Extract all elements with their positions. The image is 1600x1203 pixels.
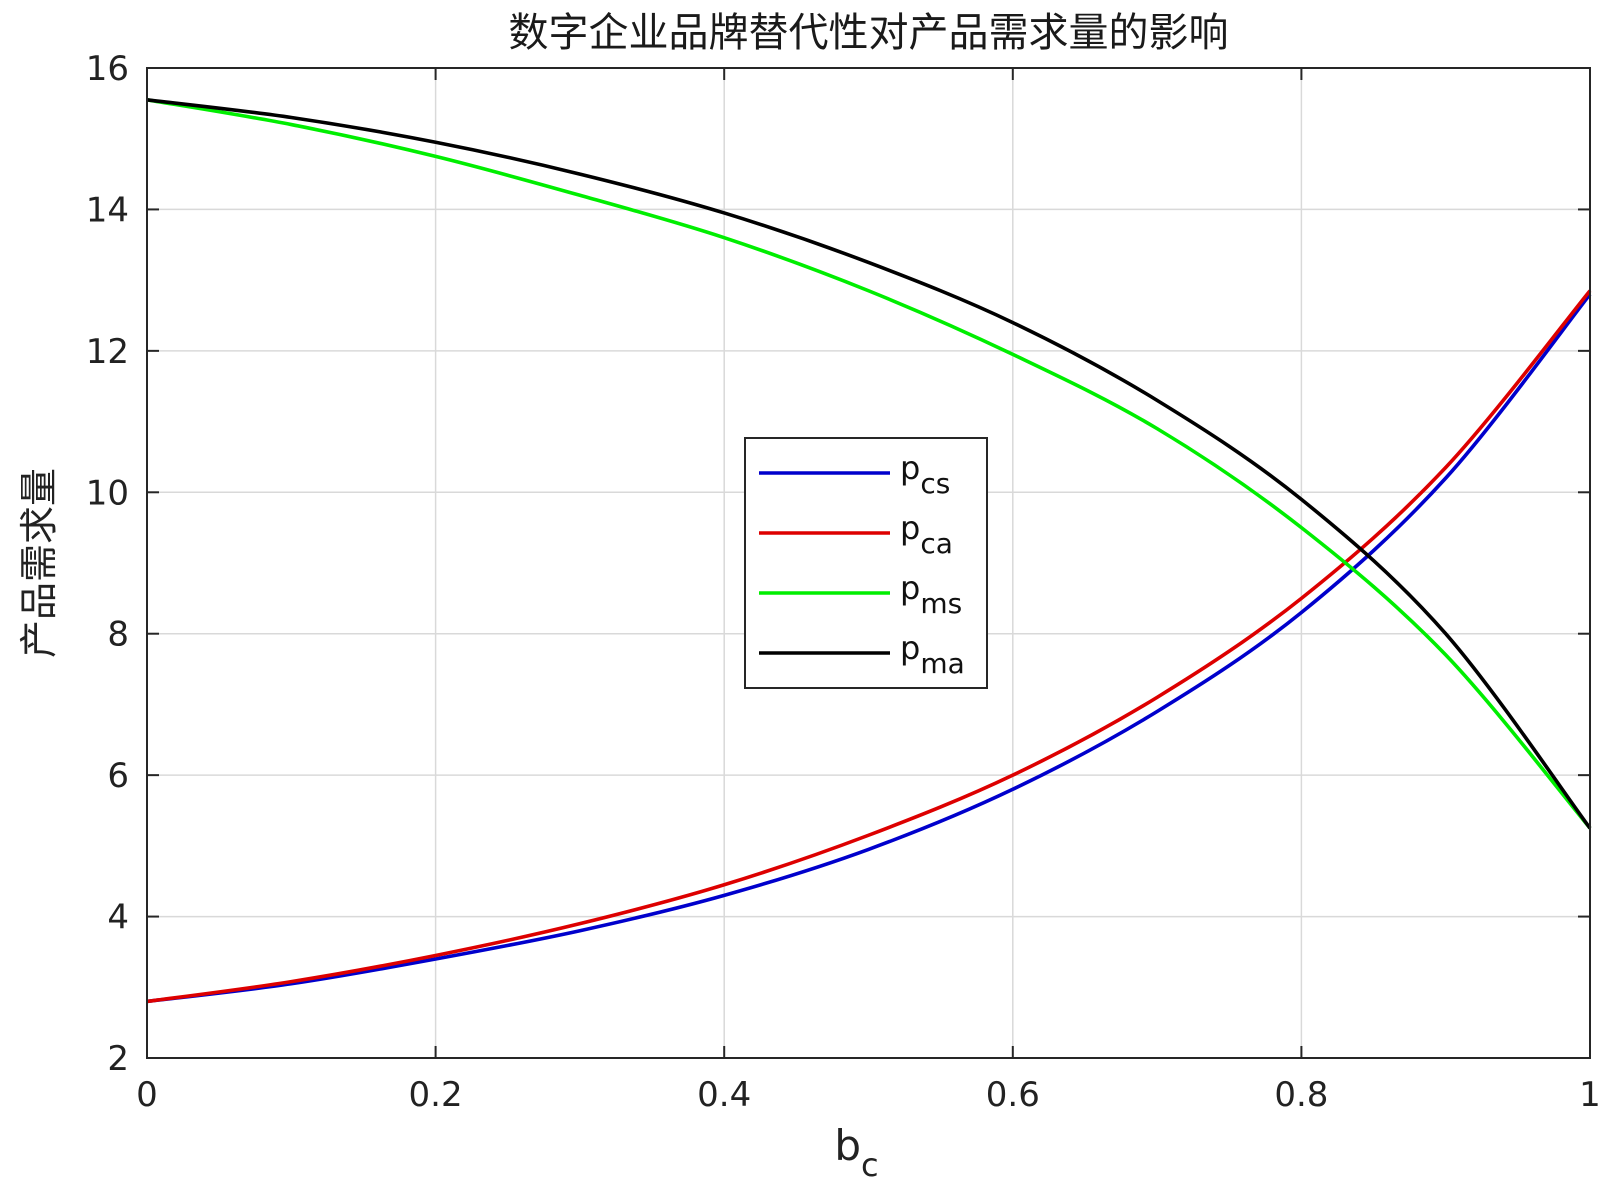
legend-label-main: p <box>900 509 920 547</box>
y-tick-label: 10 <box>86 473 129 513</box>
axes-box <box>146 67 1591 1059</box>
legend-label: pms <box>900 569 962 620</box>
legend-label-subscript: cs <box>920 467 950 500</box>
series-lines <box>146 98 1592 1004</box>
legend-label: pca <box>900 509 953 560</box>
x-axis-label-subscript: c <box>861 1146 879 1184</box>
y-tick-label: 2 <box>107 1039 129 1079</box>
y-tick-label: 14 <box>86 190 129 230</box>
y-tick-label: 8 <box>107 615 129 655</box>
legend-label-subscript: ms <box>920 587 962 620</box>
legend-label-main: p <box>900 449 920 487</box>
series-line-p-ca <box>146 289 1592 1004</box>
grid <box>147 68 1590 1058</box>
legend-label: pma <box>900 629 965 680</box>
x-tick-label: 0.2 <box>409 1075 463 1115</box>
y-axis-label: 产品需求量 <box>17 468 61 658</box>
chart-title: 数字企业品牌替代性对产品需求量的影响 <box>509 10 1229 56</box>
y-tick-label: 4 <box>107 898 129 938</box>
x-tick-label: 0 <box>136 1075 158 1115</box>
x-tick-label: 0.6 <box>986 1075 1040 1115</box>
legend-label-subscript: ma <box>920 647 964 680</box>
x-tick-label: 0.8 <box>1274 1075 1328 1115</box>
x-tick-label: 1 <box>1579 1075 1600 1115</box>
y-tick-label: 16 <box>86 49 129 89</box>
series-line-p-ma <box>146 98 1592 830</box>
x-tick-label: 0.4 <box>697 1075 751 1115</box>
legend-label-subscript: ca <box>920 527 953 560</box>
legend-label-main: p <box>900 629 920 667</box>
legend-box <box>744 437 988 689</box>
x-axis-label: bc <box>834 1121 878 1184</box>
x-axis-label-main: b <box>834 1121 861 1170</box>
y-tick-label: 6 <box>107 756 129 796</box>
series-line-p-cs <box>146 293 1592 1004</box>
y-tick-label: 12 <box>86 332 129 372</box>
series-line-p-ms <box>146 98 1592 830</box>
legend-label-main: p <box>900 569 920 607</box>
legend-label: pcs <box>900 449 950 500</box>
